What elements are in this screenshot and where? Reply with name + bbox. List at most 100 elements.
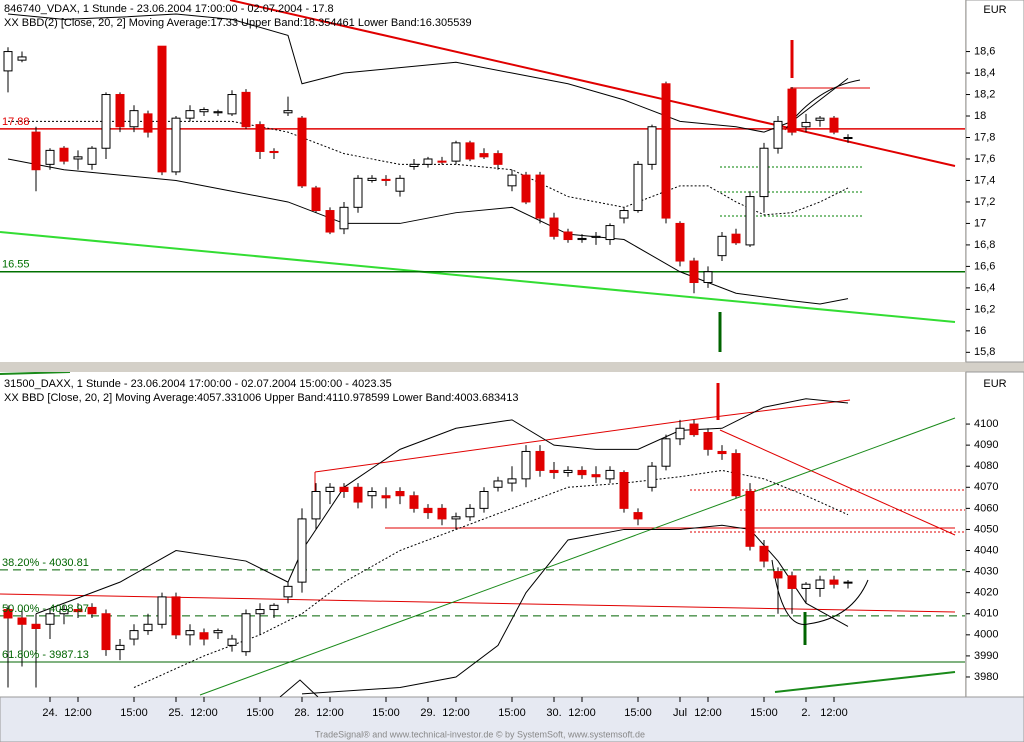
y-tick-label: 4070 xyxy=(974,481,998,493)
axis-unit: EUR xyxy=(983,4,1006,16)
candle-body xyxy=(59,609,69,615)
candle-body xyxy=(689,260,699,284)
candle-body xyxy=(367,177,377,181)
candle-body xyxy=(227,94,237,115)
candle-body xyxy=(829,117,839,133)
band-line xyxy=(7,158,849,305)
trend-line xyxy=(774,671,956,693)
candle-body xyxy=(745,491,755,547)
y-axis-top xyxy=(965,0,1024,363)
candle-body xyxy=(17,617,27,625)
candle-body xyxy=(45,149,55,165)
x-tick-label: 15:00 xyxy=(498,707,526,719)
candle-body xyxy=(311,491,321,520)
candle-body xyxy=(87,147,97,165)
candle-body xyxy=(423,507,433,514)
y-tick-label: 16,8 xyxy=(974,239,995,251)
candle-body xyxy=(451,142,461,162)
candle-body xyxy=(773,120,783,149)
candle-body xyxy=(17,56,27,61)
y-tick-label: 18 xyxy=(974,110,986,122)
y-axis-bottom xyxy=(965,371,1024,698)
candle-body xyxy=(157,596,167,625)
y-tick-label: 17,8 xyxy=(974,131,995,143)
y-tick-label: 4090 xyxy=(974,439,998,451)
x-tick-label: 15:00 xyxy=(120,707,148,719)
candle-body xyxy=(101,94,111,149)
candle-body xyxy=(185,630,195,636)
candle-body xyxy=(843,581,853,584)
candle-body xyxy=(479,153,489,158)
candle-body xyxy=(423,158,433,165)
candle-body xyxy=(353,177,363,208)
footer: TradeSignal® and www.technical-investor.… xyxy=(315,729,645,739)
level-label: 50.00% - 4008.97 xyxy=(2,603,89,615)
candle-body xyxy=(115,644,125,651)
candle-body xyxy=(143,623,153,632)
candle-body xyxy=(311,187,321,212)
candle-body xyxy=(269,150,279,154)
candle-body xyxy=(213,111,223,114)
y-tick-label: 18,6 xyxy=(974,45,995,57)
y-tick-label: 4000 xyxy=(974,629,998,641)
candle-body xyxy=(647,465,657,488)
candle-body xyxy=(605,225,615,241)
candle-body xyxy=(661,83,671,219)
x-tick-label: 12:00 xyxy=(316,707,344,719)
y-tick-label: 4060 xyxy=(974,502,998,514)
plot-area-bottom xyxy=(0,372,965,697)
y-tick-label: 16,2 xyxy=(974,303,995,315)
candle-body xyxy=(717,450,727,455)
x-tick-label: 25. xyxy=(168,707,183,719)
candle-body xyxy=(703,271,713,284)
x-tick-label: 29. xyxy=(420,707,435,719)
candle-body xyxy=(451,516,461,520)
candle-body xyxy=(829,579,839,585)
candle-body xyxy=(213,630,223,634)
y-tick-label: 4080 xyxy=(974,460,998,472)
y-tick-label: 18,2 xyxy=(974,88,995,100)
trend-line xyxy=(0,372,71,375)
candle-body xyxy=(479,491,489,509)
candle-body xyxy=(493,480,503,488)
candle-body xyxy=(171,596,181,636)
x-tick-label: 12:00 xyxy=(568,707,596,719)
x-tick-label: 12:00 xyxy=(442,707,470,719)
candle-body xyxy=(815,117,825,121)
candle-body xyxy=(297,518,307,583)
panel-title: 846740_VDAX, 1 Stunde - 23.06.2004 17:00… xyxy=(4,3,334,15)
x-tick-label: 28. xyxy=(294,707,309,719)
candle-body xyxy=(241,613,251,653)
panel-bottom xyxy=(0,372,965,697)
candle-body xyxy=(843,136,853,139)
candle-body xyxy=(745,196,755,246)
candle-body xyxy=(31,131,41,171)
candle-body xyxy=(647,126,657,165)
y-tick-label: 17 xyxy=(974,217,986,229)
x-tick-label: 2. xyxy=(801,707,810,719)
candle-body xyxy=(815,579,825,589)
trend-line xyxy=(0,231,956,323)
candle-body xyxy=(591,235,601,238)
candle-body xyxy=(143,113,153,133)
band-line xyxy=(7,13,849,133)
candle-body xyxy=(773,571,783,579)
candle-body xyxy=(297,117,307,187)
x-tick-label: 12:00 xyxy=(64,707,92,719)
y-tick-label: 16,4 xyxy=(974,282,995,294)
candle-body xyxy=(283,110,293,114)
candle-body xyxy=(633,163,643,212)
level-label: 16.55 xyxy=(2,259,30,271)
band-tail xyxy=(279,679,319,697)
y-tick-label: 17,6 xyxy=(974,153,995,165)
candle-body xyxy=(787,575,797,589)
candle-body xyxy=(577,469,587,476)
candle-body xyxy=(395,177,405,192)
y-tick-label: 18,4 xyxy=(974,67,995,79)
candle-body xyxy=(157,45,167,173)
y-tick-label: 4040 xyxy=(974,544,998,556)
x-tick-label: 12:00 xyxy=(820,707,848,719)
x-tick-label: 12:00 xyxy=(694,707,722,719)
candle-body xyxy=(465,142,475,160)
